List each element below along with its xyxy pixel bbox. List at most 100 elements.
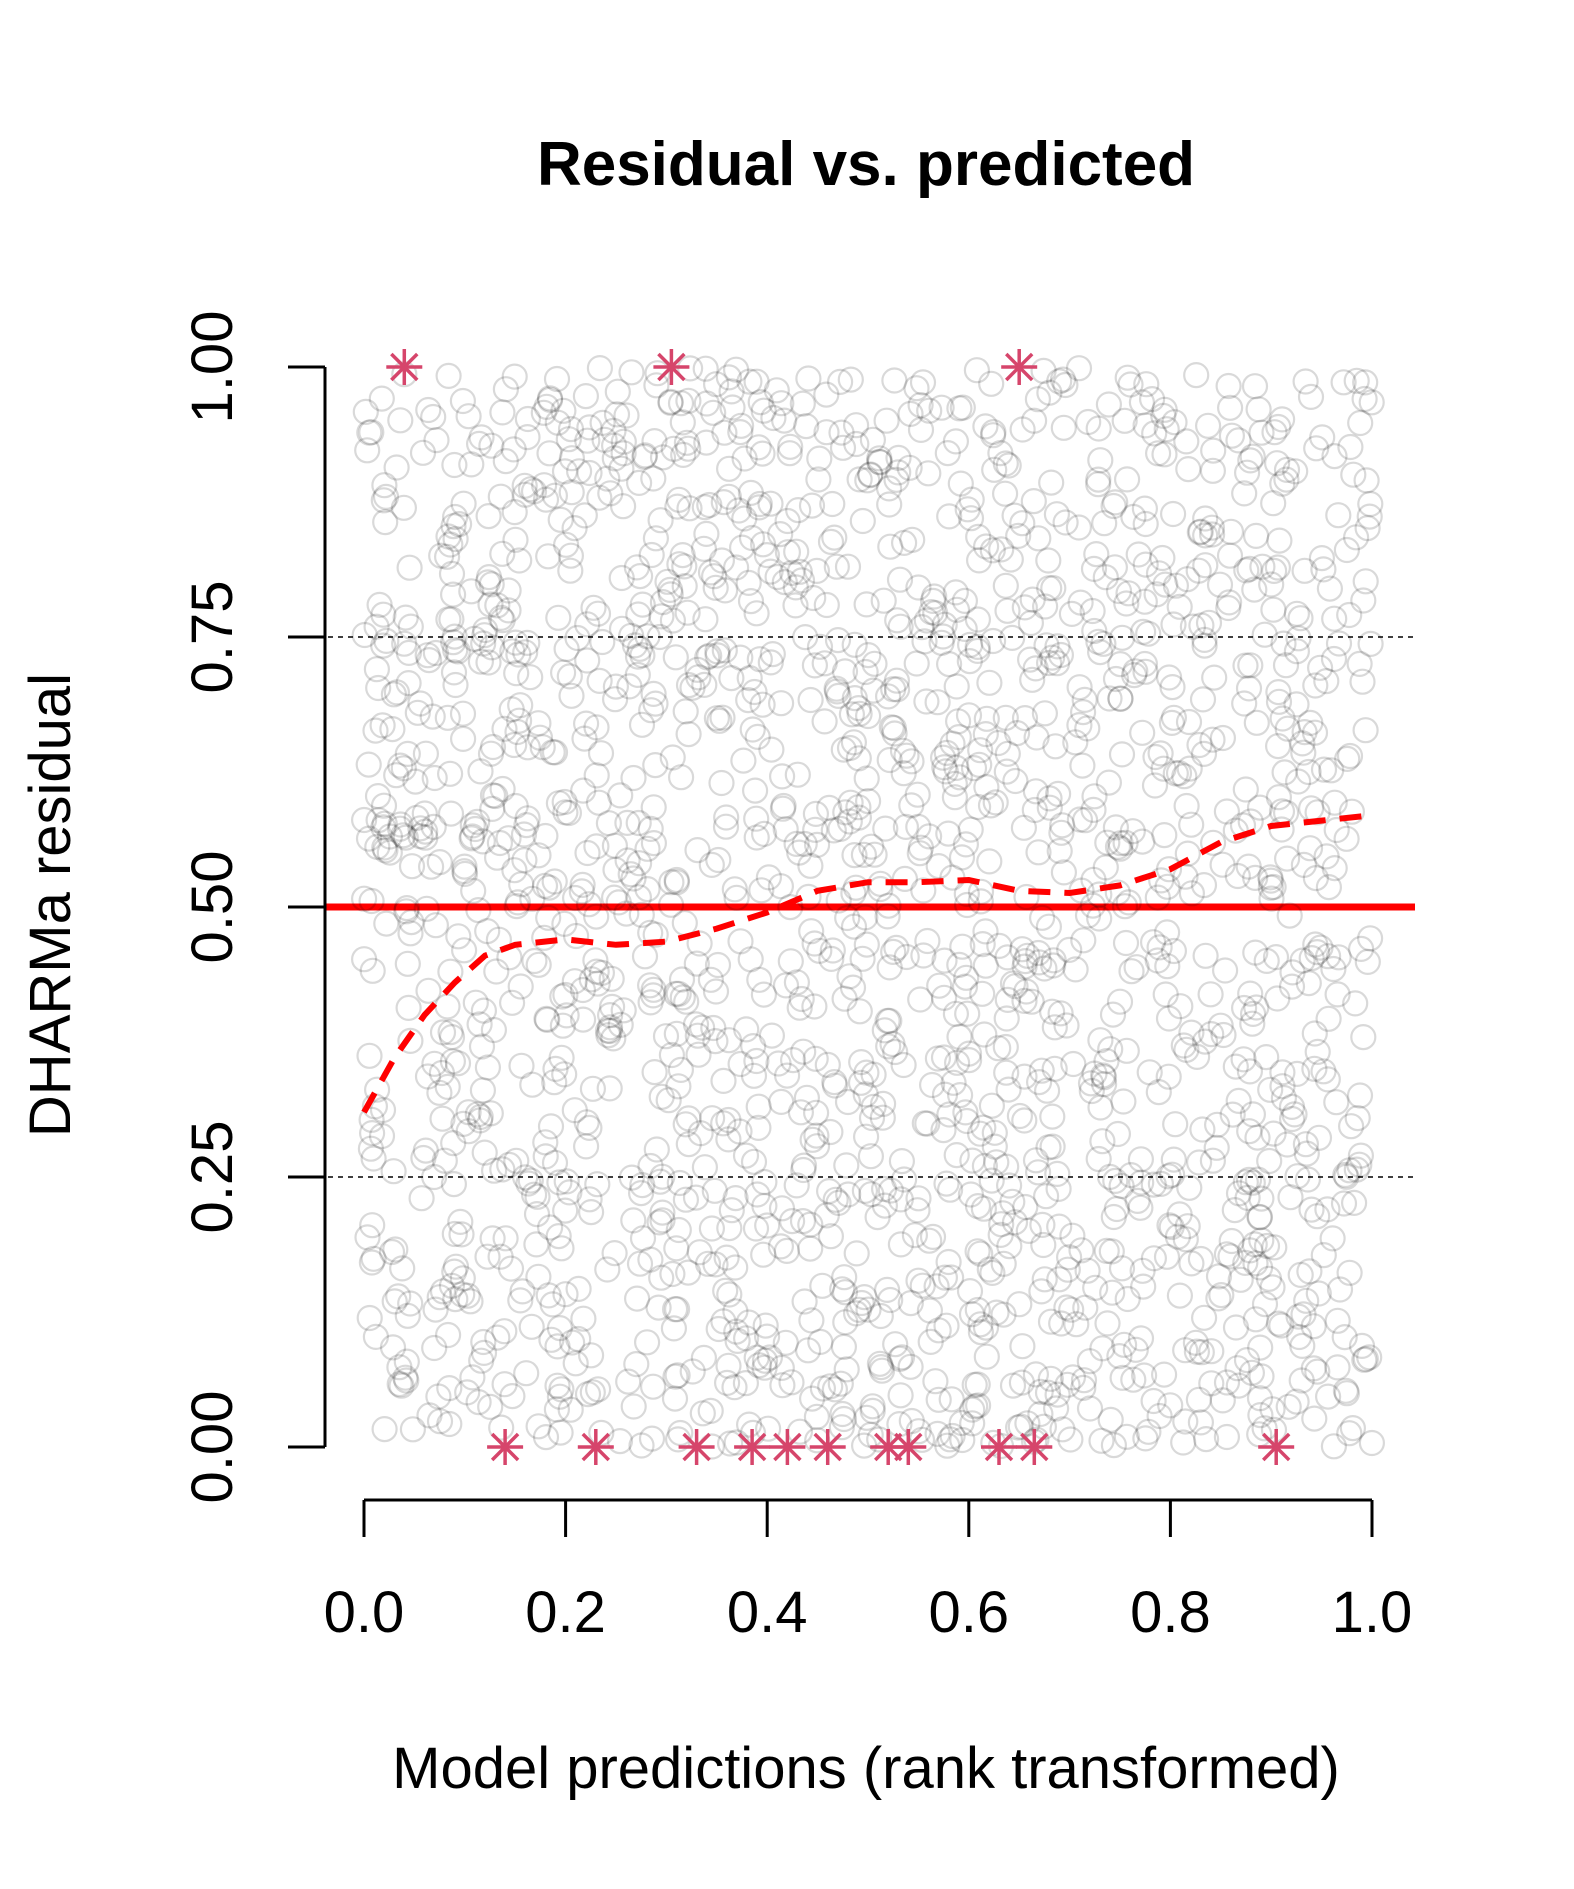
residual-point bbox=[743, 805, 770, 832]
residual-point bbox=[1140, 1245, 1168, 1272]
residual-point bbox=[1276, 902, 1303, 929]
residual-point bbox=[359, 957, 386, 984]
residual-point bbox=[1019, 666, 1046, 693]
residual-point bbox=[1217, 1243, 1244, 1270]
residual-point bbox=[1012, 1193, 1039, 1221]
residual-point bbox=[618, 1164, 645, 1191]
residual-point bbox=[1086, 638, 1114, 666]
residual-point bbox=[629, 1225, 657, 1252]
residual-point bbox=[1153, 1243, 1181, 1270]
residual-point bbox=[1024, 1159, 1052, 1186]
residual-point bbox=[972, 952, 999, 979]
residual-point bbox=[964, 1371, 991, 1398]
residual-point bbox=[1089, 1335, 1116, 1362]
residual-point bbox=[1148, 867, 1175, 894]
residual-point bbox=[576, 459, 603, 487]
residual-point bbox=[1348, 1332, 1376, 1360]
residual-point bbox=[1268, 1312, 1295, 1339]
residual-point bbox=[479, 733, 507, 761]
residual-point bbox=[1096, 685, 1123, 712]
residual-point bbox=[710, 1067, 737, 1095]
residual-point bbox=[667, 1419, 694, 1447]
residual-point bbox=[941, 770, 968, 798]
residual-point bbox=[705, 846, 732, 874]
residual-point bbox=[873, 1276, 901, 1304]
residual-point bbox=[649, 444, 677, 471]
residual-point bbox=[674, 599, 701, 626]
residual-point bbox=[397, 613, 424, 640]
residual-point bbox=[1099, 1279, 1126, 1306]
residual-point bbox=[1065, 514, 1093, 541]
residual-point bbox=[1025, 1068, 1053, 1096]
residual-point bbox=[1016, 646, 1044, 673]
residual-point bbox=[976, 1256, 1003, 1283]
residual-point bbox=[1048, 1310, 1075, 1337]
residual-point bbox=[1170, 1429, 1197, 1456]
residual-point bbox=[1246, 1385, 1274, 1412]
residual-point bbox=[420, 403, 447, 431]
residual-point bbox=[393, 1348, 420, 1375]
residual-point bbox=[1351, 1346, 1378, 1373]
residual-point bbox=[437, 800, 465, 827]
residual-point bbox=[817, 528, 845, 556]
residual-point bbox=[498, 696, 525, 723]
residual-point bbox=[1266, 527, 1293, 554]
residual-point bbox=[767, 1233, 795, 1260]
residual-point bbox=[737, 946, 764, 973]
residual-point bbox=[478, 432, 505, 459]
residual-point bbox=[355, 825, 383, 852]
residual-point bbox=[697, 966, 725, 993]
residual-point bbox=[524, 1183, 551, 1210]
residual-point bbox=[1337, 433, 1364, 461]
residual-point bbox=[687, 1120, 714, 1147]
residual-point bbox=[718, 1197, 745, 1224]
residual-point bbox=[675, 720, 702, 748]
residual-point bbox=[1155, 664, 1183, 691]
residual-point bbox=[967, 888, 994, 915]
residual-point bbox=[1235, 1166, 1263, 1194]
residual-point bbox=[806, 937, 833, 964]
residual-point bbox=[907, 416, 935, 443]
residual-point bbox=[999, 1188, 1026, 1215]
residual-point bbox=[648, 1083, 675, 1110]
residual-point bbox=[871, 1017, 898, 1044]
residual-point bbox=[743, 1344, 770, 1371]
residual-point bbox=[857, 1143, 885, 1170]
residual-point bbox=[413, 895, 440, 922]
residual-point bbox=[1187, 518, 1214, 545]
residual-point bbox=[882, 1331, 909, 1358]
y-tick-label: 0.75 bbox=[180, 581, 245, 694]
residual-point bbox=[904, 781, 931, 808]
residual-point bbox=[1260, 490, 1287, 517]
residual-point bbox=[1068, 1237, 1095, 1264]
residual-point bbox=[360, 1145, 387, 1172]
residual-point bbox=[876, 491, 903, 518]
residual-point bbox=[502, 792, 529, 820]
residual-point bbox=[931, 1081, 959, 1108]
residual-point bbox=[414, 642, 441, 669]
residual-point bbox=[995, 1172, 1023, 1199]
residual-point bbox=[893, 943, 920, 971]
residual-point bbox=[387, 752, 414, 779]
residual-point bbox=[562, 922, 590, 950]
residual-point bbox=[877, 1177, 905, 1204]
residual-point bbox=[1100, 1431, 1128, 1459]
residual-point bbox=[1049, 366, 1077, 393]
residual-points bbox=[351, 355, 1386, 1460]
residual-point bbox=[1140, 1387, 1167, 1415]
residual-point bbox=[768, 763, 796, 790]
residual-point bbox=[955, 1046, 983, 1074]
residual-point bbox=[956, 631, 984, 659]
residual-point bbox=[1296, 1258, 1323, 1285]
residual-point bbox=[659, 607, 687, 634]
residual-point bbox=[1024, 386, 1052, 413]
residual-point bbox=[616, 673, 643, 700]
residual-point bbox=[1324, 1354, 1351, 1381]
residual-point bbox=[426, 1408, 454, 1435]
residual-point bbox=[387, 811, 414, 838]
residual-point bbox=[969, 980, 996, 1007]
residual-point bbox=[671, 572, 698, 600]
residual-point bbox=[1236, 1237, 1264, 1264]
residual-point bbox=[392, 1364, 419, 1391]
residual-point bbox=[749, 691, 776, 718]
